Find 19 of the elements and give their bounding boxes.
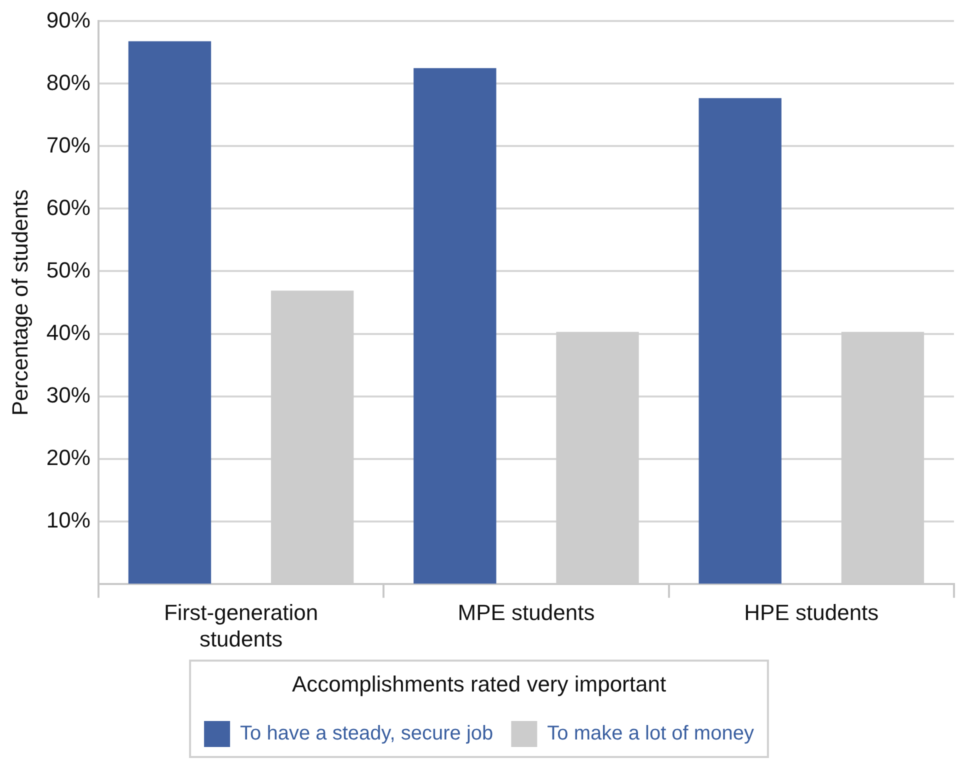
y-tick-label: 20% <box>46 444 90 470</box>
y-tick-label: 70% <box>46 132 90 158</box>
legend-label: To have a steady, secure job <box>240 722 494 745</box>
bar <box>128 41 212 584</box>
x-tick-label: HPE students <box>744 600 879 626</box>
x-tick-label: First-generation students <box>164 600 318 652</box>
bar <box>698 98 782 584</box>
x-tick-label: MPE students <box>458 600 595 626</box>
y-tick-label: 80% <box>46 70 90 95</box>
y-tick-label: 50% <box>46 257 90 282</box>
y-tick-label: 10% <box>46 507 90 532</box>
legend-title: Accomplishments rated very important <box>292 672 666 697</box>
y-axis-title: Percentage of students <box>7 189 32 416</box>
y-tick-label: 60% <box>46 194 90 220</box>
y-tick-label: 30% <box>46 382 90 408</box>
bar <box>414 68 496 584</box>
y-tick-label: 90% <box>46 7 90 32</box>
legend-label: To make a lot of money <box>547 722 754 745</box>
y-tick-label: 40% <box>46 320 90 345</box>
